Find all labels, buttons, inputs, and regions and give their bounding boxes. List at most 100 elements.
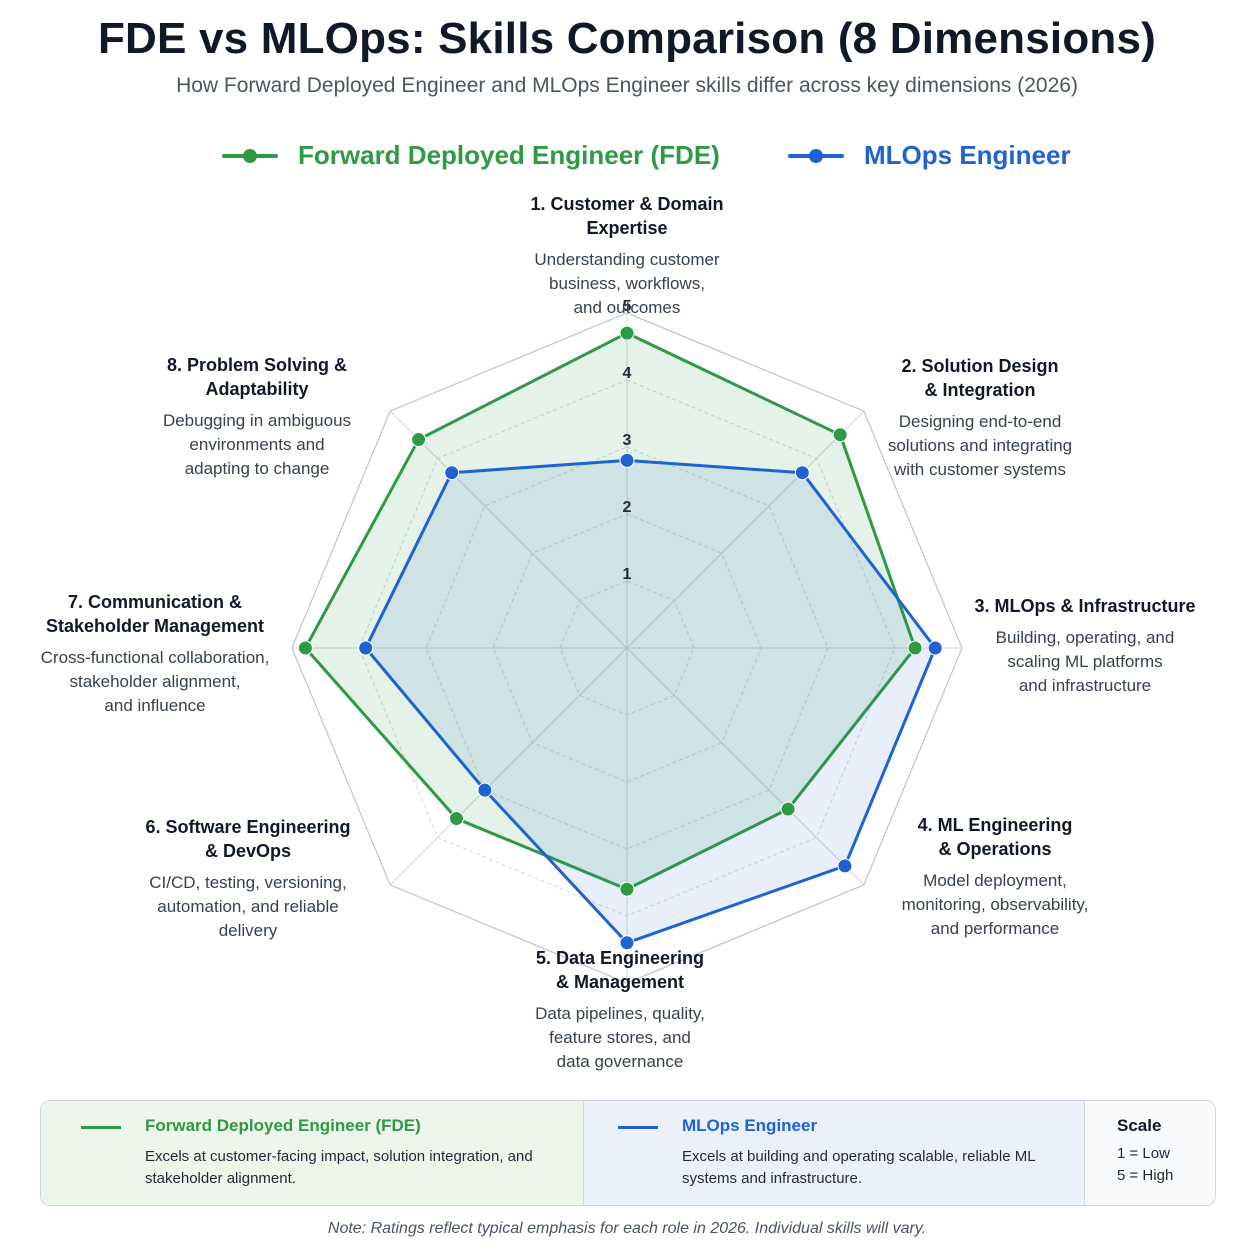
axis-name-line: & Operations (938, 839, 1052, 859)
axis-name-line: 7. Communication & (67, 592, 242, 612)
axis-desc-line: Building, operating, and (995, 628, 1175, 647)
page-subtitle: How Forward Deployed Engineer and MLOps … (176, 74, 1078, 97)
axis-spoke-8 (389, 410, 628, 649)
axis-desc-line: Data pipelines, quality, (535, 1004, 705, 1023)
axis-label-4: 4. ML Engineering & Operations Model deplo… (865, 813, 1125, 941)
axis-spoke-2 (626, 410, 865, 649)
tick-label-3: 3 (623, 432, 632, 449)
legend-box-fde-title: Forward Deployed Engineer (FDE) (145, 1116, 421, 1135)
axis-name-3: 3. MLOps & Infrastructure (955, 594, 1215, 618)
axis-label-3: 3. MLOps & Infrastructure Building, opera… (955, 594, 1215, 698)
series-mlops-point-1 (619, 452, 635, 468)
series-mlops-point-5 (619, 935, 635, 951)
series-mlops-point-4 (837, 858, 853, 874)
axis-name-1: 1. Customer & Domain Expertise (497, 192, 757, 240)
legend-label-mlops: MLOps Engineer (864, 140, 1071, 170)
axis-desc-line: stakeholder alignment, (69, 672, 241, 691)
legend-box-mlops-title: MLOps Engineer (682, 1116, 818, 1135)
axis-name-line: & DevOps (204, 841, 292, 861)
axis-desc-line: and infrastructure (1018, 676, 1152, 695)
series-mlops-point-8 (444, 465, 460, 481)
legend-box-scale: Scale 1 = Low 5 = High (1085, 1101, 1215, 1205)
scale-high: 5 = High (1117, 1167, 1174, 1184)
series-fde-point-2 (832, 427, 848, 443)
series-fde-point-6 (448, 811, 464, 827)
axis-desc-line: Understanding customer (534, 250, 720, 269)
axis-desc-line: and outcomes (573, 298, 681, 317)
axis-label-1: 1. Customer & Domain Expertise Understandi… (497, 192, 757, 320)
tick-label-1: 1 (623, 566, 632, 583)
footnote: Note: Ratings reflect typical emphasis f… (327, 1220, 927, 1237)
axis-name-line: 1. Customer & Domain (530, 194, 724, 214)
axis-name-line: 5. Data Engineering (535, 948, 705, 968)
axis-name-7: 7. Communication & Stakeholder Management (5, 590, 305, 638)
axis-name-line: & Management (555, 972, 685, 992)
grid-ring-2 (492, 513, 762, 783)
axis-desc-2: Designing end-to-end solutions and integr… (850, 410, 1110, 482)
axis-name-line: Expertise (586, 218, 668, 238)
axis-desc-line: adapting to change (184, 459, 330, 478)
axis-name-line: 4. ML Engineering (917, 815, 1073, 835)
axis-desc-line: and performance (930, 919, 1060, 938)
axis-desc-line: Model deployment, (923, 871, 1067, 890)
tick-label-5: 5 (623, 298, 632, 315)
legend-box-fde: Forward Deployed Engineer (FDE) Excels a… (41, 1101, 584, 1205)
axis-desc-line: feature stores, and (549, 1028, 691, 1047)
series-mlops-point-6 (477, 782, 493, 798)
top-legend: Forward Deployed Engineer (FDE) MLOps En… (0, 140, 1254, 180)
axis-name-line: Adaptability (205, 379, 309, 399)
series-fde-point-4 (780, 801, 796, 817)
series-mlops-point-7 (358, 640, 374, 656)
legend-label-fde: Forward Deployed Engineer (FDE) (298, 140, 720, 170)
axis-name-line: 2. Solution Design (901, 356, 1059, 376)
legend-box-mlops-desc: Excels at building and operating scalabl… (682, 1148, 1035, 1187)
axis-name-line: 8. Problem Solving & (166, 355, 348, 375)
axis-spoke-6 (389, 647, 628, 886)
fde-line-marker-icon (222, 153, 278, 158)
series-fde-point-1 (619, 325, 635, 341)
legend-box-mlops: MLOps Engineer Excels at building and op… (584, 1101, 1085, 1205)
scale-low: 1 = Low (1117, 1145, 1170, 1162)
axis-desc-line: solutions and integrating (887, 436, 1073, 455)
axis-label-5: 5. Data Engineering & Management Data pipe… (490, 946, 750, 1074)
tick-label-4: 4 (623, 365, 632, 382)
legend-item-fde: Forward Deployed Engineer (FDE) (222, 140, 720, 171)
axis-name-line: Stakeholder Management (45, 616, 265, 636)
legend-box-fde-desc: Excels at customer-facing impact, soluti… (145, 1148, 533, 1187)
tick-label-2: 2 (623, 499, 632, 516)
axis-desc-line: delivery (218, 921, 278, 940)
axis-desc-line: data governance (556, 1052, 684, 1071)
axis-desc-line: automation, and reliable (157, 897, 339, 916)
axis-name-5: 5. Data Engineering & Management (490, 946, 750, 994)
series-fde-point-8 (411, 432, 427, 448)
axis-desc-line: CI/CD, testing, versioning, (149, 873, 347, 892)
mlops-line-icon (618, 1126, 658, 1129)
axis-desc-line: with customer systems (894, 460, 1066, 479)
axis-desc-8: Debugging in ambiguous environments and ad… (127, 409, 387, 481)
bottom-legend: Forward Deployed Engineer (FDE) Excels a… (40, 1100, 1216, 1206)
axis-desc-line: Debugging in ambiguous (162, 411, 352, 430)
axis-desc-5: Data pipelines, quality, feature stores, … (490, 1002, 750, 1074)
axis-desc-line: and influence (104, 696, 206, 715)
axis-desc-6: CI/CD, testing, versioning, automation, a… (118, 871, 378, 943)
legend-item-mlops: MLOps Engineer (788, 140, 1071, 171)
axis-name-line: & Integration (924, 380, 1036, 400)
axis-name-8: 8. Problem Solving & Adaptability (127, 353, 387, 401)
series-fde-point-5 (619, 881, 635, 897)
series-mlops-point-2 (794, 465, 810, 481)
axis-desc-line: business, workflows, (549, 274, 705, 293)
axis-desc-line: monitoring, observability, (901, 895, 1089, 914)
mlops-line-marker-icon (788, 153, 844, 158)
axis-label-7: 7. Communication & Stakeholder Management… (5, 590, 305, 718)
grid-ring-3 (425, 446, 829, 850)
axis-name-4: 4. ML Engineering & Operations (865, 813, 1125, 861)
axis-name-line: 3. MLOps & Infrastructure (974, 596, 1196, 616)
axis-desc-1: Understanding customer business, workflow… (497, 248, 757, 320)
axis-label-2: 2. Solution Design & Integration Designing… (850, 354, 1110, 482)
series-fde-point-7 (297, 640, 313, 656)
axis-label-6: 6. Software Engineering & DevOps CI/CD, te… (118, 815, 378, 943)
series-mlops-point-3 (927, 640, 943, 656)
page-title: FDE vs MLOps: Skills Comparison (8 Dimen… (97, 14, 1157, 63)
axis-desc-line: environments and (189, 435, 325, 454)
